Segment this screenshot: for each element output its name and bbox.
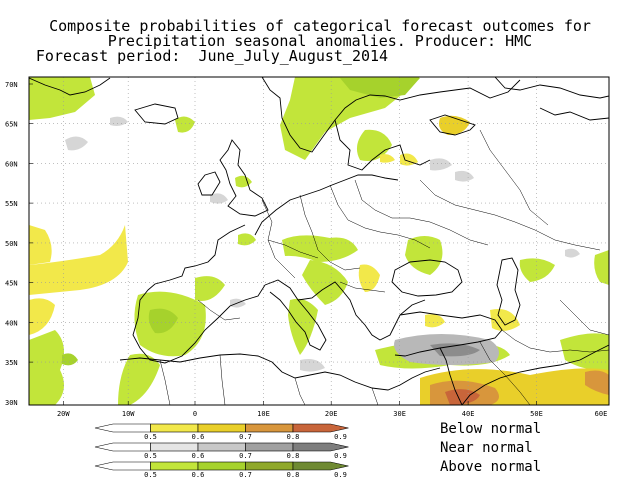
longitude-labels: 20W 10W 0 10E 20E 30E 40E 50E 60E xyxy=(57,410,607,418)
lat-label-50n: 50N xyxy=(5,240,18,248)
legend-swatch xyxy=(197,461,246,471)
legend-threshold-label: 0.8 xyxy=(287,452,300,460)
axis-ticks xyxy=(29,83,537,405)
legend-threshold-label: 0.5 xyxy=(144,471,157,479)
legend-swatch xyxy=(94,442,151,452)
above-normal-areas xyxy=(29,77,609,405)
coastlines xyxy=(29,77,609,405)
legend-near-normal-label: Near normal xyxy=(440,440,533,456)
probability-shading xyxy=(29,77,609,405)
legend-threshold-label: 0.5 xyxy=(144,433,157,441)
title-line-2: Precipitation seasonal anomalies. Produc… xyxy=(107,32,533,50)
legend-threshold-label: 0.8 xyxy=(287,471,300,479)
lon-label-50e: 50E xyxy=(530,410,543,418)
lon-label-10w: 10W xyxy=(122,410,135,418)
legend-threshold-label: 0.8 xyxy=(287,433,300,441)
legend-swatch xyxy=(197,442,246,452)
legend-row-below-normal: 0.5 0.6 0.7 0.8 0.9 xyxy=(94,423,349,441)
legend-threshold-label: 0.6 xyxy=(192,433,205,441)
legend-swatch xyxy=(245,461,294,471)
lat-label-60n: 60N xyxy=(5,160,18,168)
title-line-3: Forecast period: June_July_August_2014 xyxy=(35,47,389,65)
legend-swatch xyxy=(245,442,294,452)
lon-label-0: 0 xyxy=(193,410,197,418)
below-normal-areas xyxy=(29,115,609,405)
country-borders xyxy=(159,129,609,405)
legend-threshold-label: 0.9 xyxy=(334,452,347,460)
lon-label-60e: 60E xyxy=(595,410,608,418)
legend-swatch xyxy=(292,442,349,452)
lon-label-30e: 30E xyxy=(393,410,406,418)
legend-row-near-normal: 0.5 0.6 0.7 0.8 0.9 xyxy=(94,442,349,460)
legend-threshold-label: 0.6 xyxy=(192,452,205,460)
lat-label-65n: 65N xyxy=(5,121,18,129)
latitude-labels: 70N 65N 60N 55N 50N 45N 40N 35N 30N xyxy=(5,81,18,407)
legend-threshold-label: 0.9 xyxy=(334,433,347,441)
lat-label-30n: 30N xyxy=(5,399,18,407)
legend-swatch xyxy=(150,423,199,433)
legend-swatch xyxy=(245,423,294,433)
lat-label-35n: 35N xyxy=(5,359,18,367)
legend-row-above-normal: 0.5 0.6 0.7 0.8 0.9 xyxy=(94,461,349,479)
legend-swatch xyxy=(94,423,151,433)
lat-label-70n: 70N xyxy=(5,81,18,89)
lat-label-55n: 55N xyxy=(5,200,18,208)
legend-threshold-label: 0.7 xyxy=(239,433,252,441)
lon-label-10e: 10E xyxy=(257,410,270,418)
legend-swatch xyxy=(150,461,199,471)
lat-label-40n: 40N xyxy=(5,319,18,327)
legend-above-normal-label: Above normal xyxy=(440,459,542,475)
legend-threshold-label: 0.9 xyxy=(334,471,347,479)
legend-swatch xyxy=(150,442,199,452)
lon-label-20e: 20E xyxy=(325,410,338,418)
legend-threshold-label: 0.7 xyxy=(239,452,252,460)
lon-label-40e: 40E xyxy=(462,410,475,418)
legend-threshold-label: 0.7 xyxy=(239,471,252,479)
legend-threshold-label: 0.6 xyxy=(192,471,205,479)
graticule xyxy=(29,77,609,405)
lat-label-45n: 45N xyxy=(5,280,18,288)
legend-below-normal-label: Below normal xyxy=(440,421,542,437)
legend-swatch xyxy=(292,423,349,433)
legend-swatch xyxy=(197,423,246,433)
legend-swatch xyxy=(94,461,151,471)
lon-label-20w: 20W xyxy=(57,410,70,418)
title-line-1: Composite probabilities of categorical f… xyxy=(49,17,591,35)
legend-threshold-label: 0.5 xyxy=(144,452,157,460)
legend-bars: 0.5 0.6 0.7 0.8 0.90.5 0.6 0.7 0.8 0.90.5 0.6 0.7 0… xyxy=(94,423,349,479)
legend-swatch xyxy=(292,461,349,471)
map-frame xyxy=(28,76,610,406)
